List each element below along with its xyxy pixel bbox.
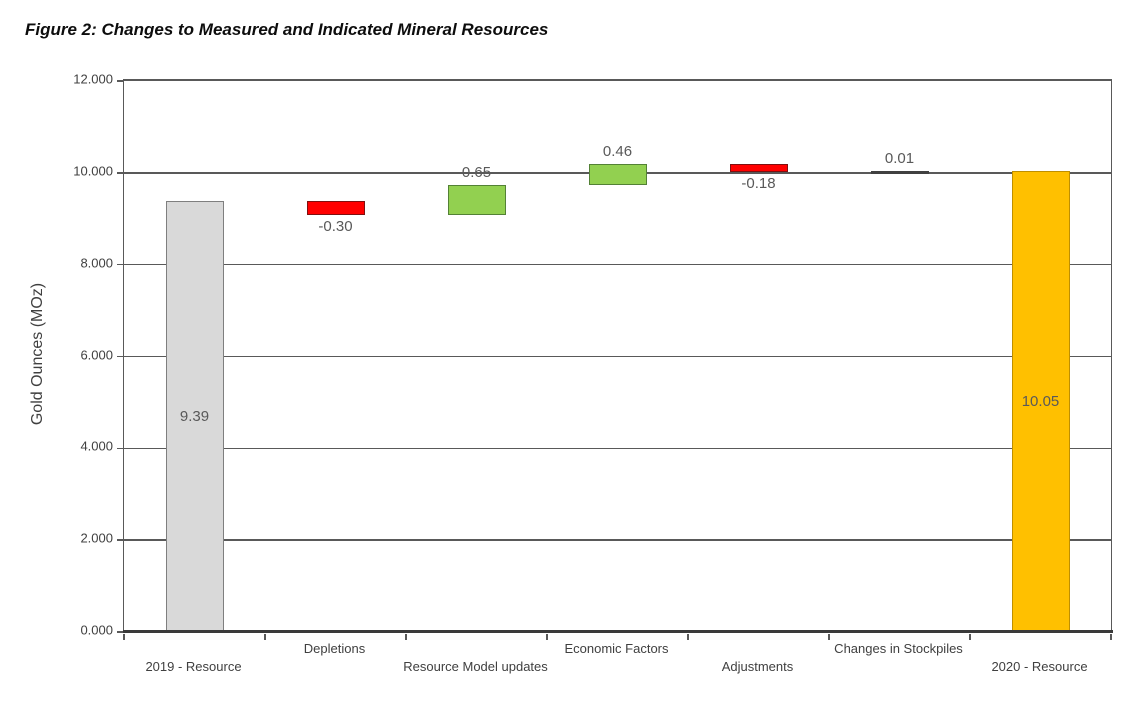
bar-value-label: -0.30 [318,217,353,235]
x-category-label: Changes in Stockpiles [834,641,963,656]
x-tick-mark [123,634,125,640]
gridline-8.000 [124,263,1111,266]
gridline-4.000 [124,447,1111,450]
bar-2020-resource: 10.05 [1011,170,1070,632]
x-tick-mark [969,634,971,640]
x-category-label: Depletions [303,641,366,656]
y-axis-title: Gold Ounces (MOz) [29,282,46,426]
x-category-label: 2020 - Resource [991,659,1088,674]
x-tick-mark [405,634,407,640]
bar-resource-model-updates [447,184,506,215]
bar-value-label: -0.18 [741,174,776,192]
bar-adjustments [729,163,788,172]
gridline-6.000 [124,355,1111,358]
y-tick-label: 12.000 [73,71,113,87]
bar-value-label: 0.46 [602,142,633,160]
x-tick-mark [1110,634,1112,640]
x-tick-mark [687,634,689,640]
y-tick-mark [116,172,123,174]
bar-changes-in-stockpiles [870,171,929,175]
x-tick-mark [546,634,548,640]
y-tick-mark [116,631,123,633]
bar-economic-factors [588,163,647,185]
y-tick-mark [116,355,123,358]
x-category-label: 2019 - Resource [145,659,242,674]
bar-value-label: 9.39 [179,407,210,425]
y-tick-mark [116,539,123,541]
y-tick-label: 4.000 [80,438,113,454]
y-tick-mark [116,263,123,266]
y-tick-label: 6.000 [80,347,113,362]
bar-depletions [306,200,365,215]
y-tick-mark [116,80,123,82]
figure-title: Figure 2: Changes to Measured and Indica… [25,20,549,39]
x-category-label: Resource Model updates [403,659,548,674]
bar-2019-resource: 9.39 [165,200,224,632]
x-tick-mark [264,634,266,640]
plot-area: 9.39 -0.30 0.65 0.46 -0.18 0.01 10.05 [116,79,1113,640]
x-axis-line [122,630,1113,633]
x-tick-mark [828,634,830,640]
x-category-label: Economic Factors [564,641,669,656]
bar-value-label: 0.01 [884,150,915,168]
y-tick-mark [116,447,123,450]
gridline-2.000 [124,539,1111,541]
y-tick-label: 2.000 [80,530,113,546]
y-tick-label: 10.000 [73,163,113,179]
y-tick-label: 0.000 [80,622,113,638]
x-category-label: Adjustments [721,659,794,674]
y-tick-label: 8.000 [80,255,113,271]
bar-value-label: 10.05 [1021,392,1060,410]
